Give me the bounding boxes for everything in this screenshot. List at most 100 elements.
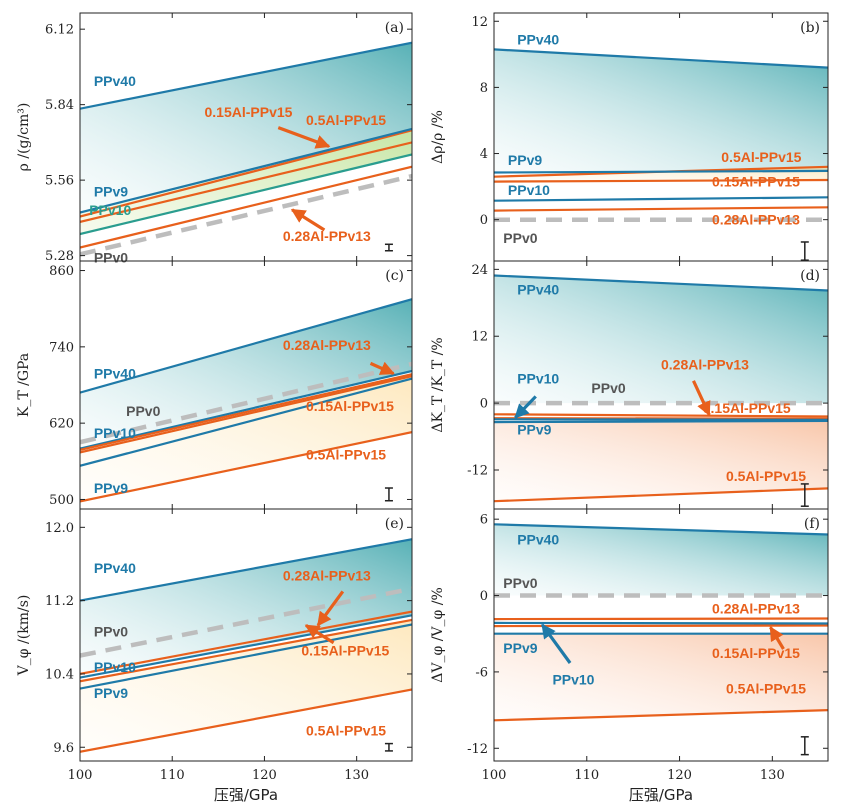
- fill-band-c-0: [80, 299, 412, 449]
- y-tick-label: 5.56: [45, 174, 74, 189]
- series-label-ppv40: PPv40: [94, 366, 136, 382]
- series-label-ppv9: PPv9: [503, 640, 537, 656]
- series-line-0-28al-ppv13: [494, 617, 828, 621]
- y-tick-label: -6: [475, 665, 488, 680]
- series-label-ppv40: PPv40: [517, 31, 559, 47]
- x-tick-label: 110: [160, 768, 185, 783]
- error-bar-a: [384, 243, 393, 252]
- series-label-ppv40: PPv40: [517, 532, 559, 548]
- panel-f: 100 110 120 130 -12 -6 0 6 ΔV_φ /V_φ /% (f) PPv40 P…: [430, 508, 829, 783]
- error-bar-c: [384, 487, 393, 502]
- plot-area-c: [80, 298, 412, 503]
- x-tick-label: 100: [68, 768, 93, 783]
- series-line-ppv9: [494, 169, 828, 174]
- panel-d: -12 0 12 24 ΔK_T /K_T /% (d) PPv40 PPv10 PPv0 0.2…: [430, 260, 829, 510]
- y-axis-label-d: ΔK_T /K_T /%: [430, 337, 446, 432]
- y-tick-label: 860: [49, 264, 74, 279]
- series-line-ppv9: [80, 127, 412, 214]
- series-line-0-28al-ppv13: [80, 610, 412, 675]
- x-tick-label: 130: [344, 768, 369, 783]
- y-tick-label: 11.2: [45, 594, 74, 609]
- series-label-0-5al-ppv15: 0.5Al-PPv15: [306, 112, 386, 128]
- y-tick-label: 12: [471, 15, 488, 30]
- fill-band-e-1: [80, 619, 412, 752]
- series-line-ppv40: [494, 523, 828, 536]
- y-tick-label: 9.6: [53, 741, 74, 756]
- panel-b: 0 4 8 12 Δρ/ρ /% (b) PPv40 PPv9 0.5Al-PPv15 0.15A…: [430, 12, 829, 262]
- series-line-ppv10: [494, 418, 828, 421]
- series-line-ppv9: [494, 419, 828, 424]
- series-label-0-15al-ppv15: 0.15Al-PPv15: [306, 398, 394, 414]
- x-tick-label: 120: [667, 768, 692, 783]
- series-label-ppv10: PPv10: [94, 659, 136, 675]
- series-label-ppv9: PPv9: [94, 480, 128, 496]
- panel-label-d: (d): [800, 268, 820, 284]
- panel-label-e: (e): [385, 516, 404, 532]
- error-bar-e: [384, 742, 393, 752]
- annotation-arrow-a-1: [290, 208, 326, 232]
- y-tick-label: 12.0: [45, 521, 74, 536]
- series-label-0-5al-ppv15: 0.5Al-PPv15: [721, 149, 801, 165]
- series-label-0-15al-ppv15: 0.15Al-PPv15: [703, 400, 791, 416]
- series-label-ppv9: PPv9: [94, 685, 128, 701]
- panel-a: 5.28 5.56 5.84 6.12 ρ /(g/cm³) (a) PPv40 0.15Al…: [16, 12, 413, 265]
- y-tick-label: 0: [480, 397, 488, 412]
- y-tick-label: -12: [467, 742, 488, 757]
- y-tick-label: 620: [49, 417, 74, 432]
- series-line-ppv9: [80, 377, 412, 467]
- series-line-ppv10: [80, 153, 412, 236]
- series-line-ppv0: [80, 586, 412, 658]
- panel-label-a: (a): [385, 20, 404, 36]
- series-line-ppv10: [80, 369, 412, 450]
- plot-area-a: [80, 41, 412, 257]
- series-label-ppv9: PPv9: [508, 152, 542, 168]
- series-label-ppv10: PPv10: [552, 672, 594, 688]
- y-axis-label-c: K_T /GPa: [16, 353, 32, 417]
- x-tick-label: 120: [252, 768, 277, 783]
- y-axis-label-f: ΔV_φ /V_φ /%: [430, 587, 446, 683]
- series-label-ppv0: PPv0: [503, 230, 537, 246]
- series-line-0-15al-ppv15: [80, 141, 412, 223]
- series-label-0-5al-ppv15: 0.5Al-PPv15: [306, 722, 386, 738]
- plot-area-b: [494, 48, 828, 222]
- y-tick-label: 500: [49, 493, 74, 508]
- series-label-0-5al-ppv15: 0.5Al-PPv15: [726, 468, 806, 484]
- series-label-0-15al-ppv15: 0.15Al-PPv15: [712, 645, 800, 661]
- series-line-0-15al-ppv15: [80, 618, 412, 683]
- series-line-ppv0: [80, 173, 412, 257]
- series-label-0-28al-ppv13: 0.28Al-PPv13: [712, 600, 800, 616]
- error-bar-d: [800, 483, 809, 507]
- annotation-arrow-a-0: [277, 126, 331, 149]
- series-line-0-5al-ppv15: [80, 129, 412, 218]
- series-line-0-28al-ppv13: [494, 206, 828, 212]
- x-axis-label-left: 压强/GPa: [214, 786, 278, 804]
- series-label-ppv40: PPv40: [517, 281, 559, 297]
- fill-band-f-1: [494, 633, 828, 721]
- y-tick-label: 24: [471, 263, 488, 278]
- series-label-ppv40: PPv40: [94, 560, 136, 576]
- series-label-0-15al-ppv15: 0.15Al-PPv15: [712, 174, 800, 190]
- series-line-0-28al-ppv13: [80, 165, 412, 249]
- annotation-arrow-e-1: [304, 624, 335, 645]
- series-label-ppv10: PPv10: [94, 425, 136, 441]
- series-line-0-5al-ppv15: [80, 431, 412, 503]
- annotation-arrow-f-0: [540, 623, 572, 664]
- series-line-0-28al-ppv13: [80, 373, 412, 451]
- series-label-0-28al-ppv13: 0.28Al-PPv13: [283, 228, 371, 244]
- annotation-arrow-c-0: [369, 361, 395, 376]
- fill-band-f-0: [494, 524, 828, 596]
- series-line-0-28al-ppv13: [494, 413, 828, 418]
- y-tick-label: 5.28: [45, 249, 74, 264]
- series-line-0-5al-ppv15: [494, 709, 828, 722]
- y-axis-label-b: Δρ/ρ /%: [430, 110, 446, 164]
- error-bar-f: [800, 736, 809, 756]
- series-label-0-5al-ppv15: 0.5Al-PPv15: [726, 681, 806, 697]
- series-label-ppv0: PPv0: [126, 403, 160, 419]
- panel-label-b: (b): [800, 20, 820, 36]
- series-label-0-28al-ppv13: 0.28Al-PPv13: [283, 567, 371, 583]
- series-line-ppv40: [80, 298, 412, 394]
- series-line-ppv9: [80, 623, 412, 690]
- error-bar-b: [800, 241, 809, 261]
- fill-band-c-1: [80, 376, 412, 502]
- series-label-ppv0: PPv0: [94, 623, 128, 639]
